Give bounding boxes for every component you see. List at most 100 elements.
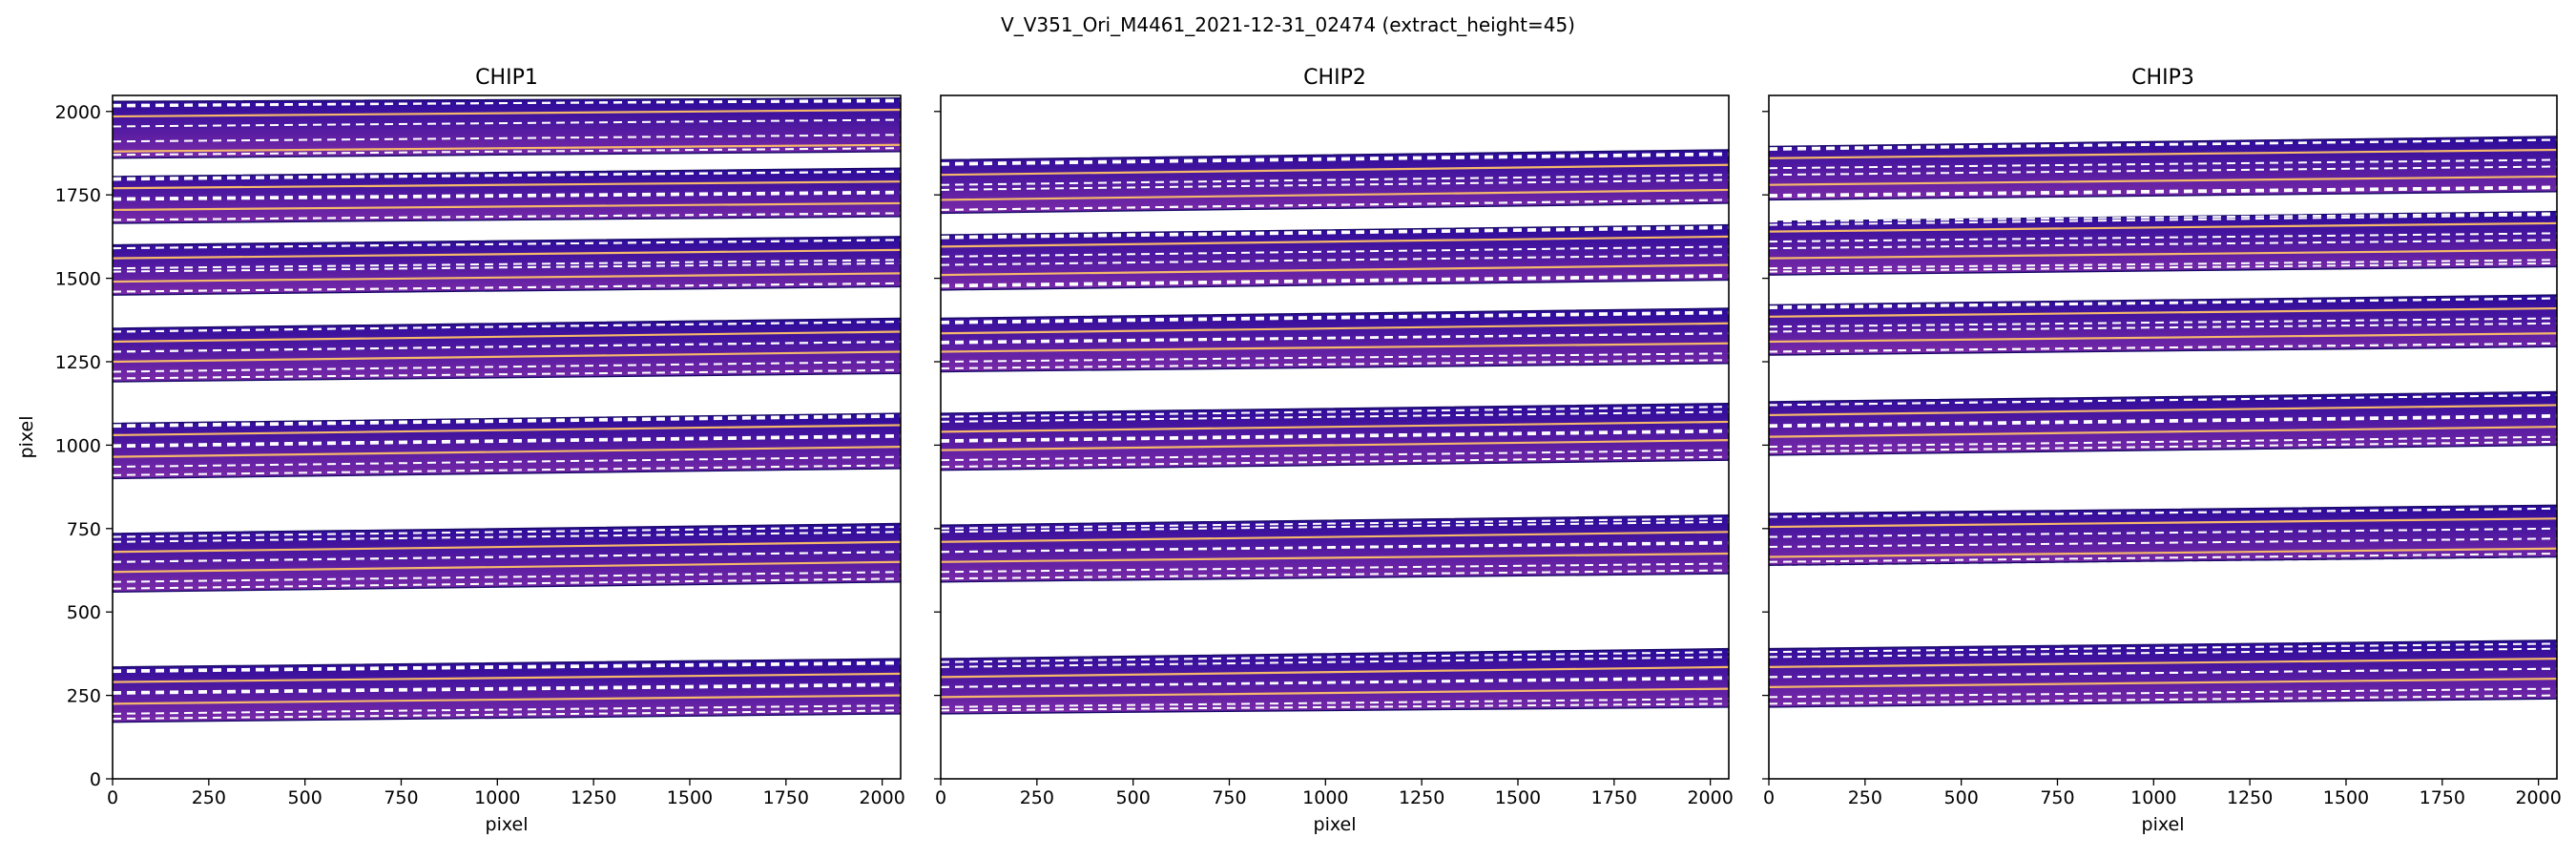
chip-panel-1: 0 250 500 750 1000 1250 1500 1750 2000 0 250 500 750… bbox=[16, 66, 905, 835]
x-tick-label: 0 bbox=[107, 787, 118, 808]
order-edge-dashed-line bbox=[1769, 507, 2557, 518]
extraction-limit-line bbox=[1769, 212, 2557, 223]
x-tick-label: 1750 bbox=[763, 787, 809, 808]
order-edge-dashed-line bbox=[1769, 440, 2557, 453]
trace-line bbox=[113, 201, 901, 212]
chip-panel-2: 0 250 500 750 1000 1250 1500 1750 2000 CHIP2 pixel bbox=[934, 66, 1734, 835]
extraction-limit-line bbox=[1769, 667, 2557, 679]
extraction-limit-line bbox=[941, 656, 1729, 668]
plot-area bbox=[1769, 136, 2557, 708]
extraction-limit-line bbox=[941, 429, 1729, 442]
extraction-limit-line bbox=[941, 698, 1729, 708]
order-edge-dashed-line bbox=[1769, 642, 2557, 654]
order-edge-dashed-line bbox=[941, 199, 1729, 211]
extraction-limit-line bbox=[1769, 259, 2557, 270]
panel-title: CHIP3 bbox=[2131, 66, 2194, 90]
chip-panel-3: 0 250 500 750 1000 1250 1500 1750 2000 CHIP3 pixel bbox=[1762, 66, 2562, 835]
extraction-limit-line bbox=[941, 312, 1729, 325]
plot-area bbox=[941, 149, 1729, 715]
trace-line bbox=[113, 330, 901, 344]
extraction-limit-line bbox=[941, 332, 1729, 345]
trace-line bbox=[1769, 517, 2557, 529]
echelle-order bbox=[113, 167, 901, 224]
x-tick-label: 1750 bbox=[2420, 787, 2465, 808]
extraction-limit-line bbox=[113, 134, 901, 143]
order-edge-dashed-line bbox=[941, 455, 1729, 469]
trace-line bbox=[1769, 547, 2557, 558]
order-edge-dashed-line bbox=[941, 152, 1729, 164]
trace-line bbox=[113, 272, 901, 283]
trace-line bbox=[941, 188, 1729, 201]
extraction-limit-line bbox=[941, 225, 1729, 238]
trace-line bbox=[113, 424, 901, 437]
x-axis-label: pixel bbox=[486, 814, 529, 835]
extraction-limit-line bbox=[941, 676, 1729, 688]
x-tick-label: 500 bbox=[1116, 787, 1151, 808]
order-edge-dashed-line bbox=[113, 321, 901, 333]
trace-line bbox=[1769, 332, 2557, 344]
order-edge-dashed-line bbox=[941, 569, 1729, 580]
extraction-limit-line bbox=[113, 551, 901, 563]
extraction-limit-line bbox=[1769, 413, 2557, 427]
extraction-limit-line bbox=[1769, 687, 2557, 699]
echelle-order bbox=[1769, 294, 2557, 356]
order-edge-dashed-line bbox=[941, 275, 1729, 288]
axes-frame bbox=[1768, 94, 2558, 780]
trace-line bbox=[941, 342, 1729, 353]
panel-title: CHIP2 bbox=[1303, 66, 1366, 90]
x-tick-label: 750 bbox=[1212, 787, 1246, 808]
extraction-limit-line bbox=[113, 684, 901, 695]
echelle-order bbox=[113, 97, 901, 163]
trace-line bbox=[941, 235, 1729, 248]
trace-line bbox=[941, 163, 1729, 177]
trace-line bbox=[1769, 221, 2557, 233]
order-band bbox=[113, 97, 901, 159]
order-edge-dashed-line bbox=[941, 359, 1729, 369]
trace-line bbox=[941, 263, 1729, 277]
x-tick-label: 500 bbox=[1944, 787, 1979, 808]
trace-line bbox=[113, 248, 901, 260]
extraction-limit-line bbox=[113, 682, 901, 694]
extraction-limit-line bbox=[113, 192, 901, 201]
plot-area bbox=[113, 97, 901, 723]
trace-line bbox=[113, 672, 901, 683]
extraction-limit-line bbox=[113, 435, 901, 449]
extraction-limit-line bbox=[941, 178, 1729, 191]
trace-line bbox=[113, 540, 901, 554]
trace-line bbox=[113, 694, 901, 705]
extraction-limit-line bbox=[941, 520, 1729, 534]
order-edge-dashed-line bbox=[941, 406, 1729, 418]
extraction-limit-line bbox=[113, 118, 901, 128]
extraction-limit-line bbox=[113, 531, 901, 543]
trace-line bbox=[1769, 426, 2557, 438]
y-tick-label: 2000 bbox=[55, 102, 101, 123]
order-edge-dashed-line bbox=[113, 660, 901, 672]
trace-line bbox=[941, 420, 1729, 433]
x-tick-label: 1500 bbox=[1495, 787, 1541, 808]
trace-line bbox=[113, 446, 901, 458]
x-tick-label: 2000 bbox=[1687, 787, 1733, 808]
y-tick-label: 1500 bbox=[55, 269, 101, 290]
order-edge-dashed-line bbox=[1769, 342, 2557, 353]
y-axis-label: pixel bbox=[16, 416, 37, 459]
echelle-order bbox=[941, 307, 1729, 373]
x-tick-label: 1000 bbox=[474, 787, 520, 808]
extraction-limit-line bbox=[941, 274, 1729, 286]
order-edge-dashed-line bbox=[941, 702, 1729, 712]
extraction-limit-line bbox=[113, 341, 901, 353]
echelle-order bbox=[113, 236, 901, 296]
x-tick-label: 250 bbox=[1848, 787, 1882, 808]
extraction-limit-line bbox=[1769, 232, 2557, 243]
order-edge-dashed-line bbox=[941, 310, 1729, 324]
order-edge-dashed-line bbox=[113, 464, 901, 476]
extraction-limit-line bbox=[113, 413, 901, 427]
trace-line bbox=[113, 143, 901, 153]
x-tick-label: 1000 bbox=[2130, 787, 2176, 808]
y-tick-label: 250 bbox=[67, 686, 101, 707]
order-edge-dashed-line bbox=[1769, 262, 2557, 273]
extraction-limit-line bbox=[1769, 239, 2557, 250]
extraction-limit-line bbox=[941, 254, 1729, 266]
y-tick-label: 500 bbox=[67, 602, 101, 623]
axes-frame bbox=[940, 94, 1730, 780]
trace-line bbox=[941, 665, 1729, 679]
